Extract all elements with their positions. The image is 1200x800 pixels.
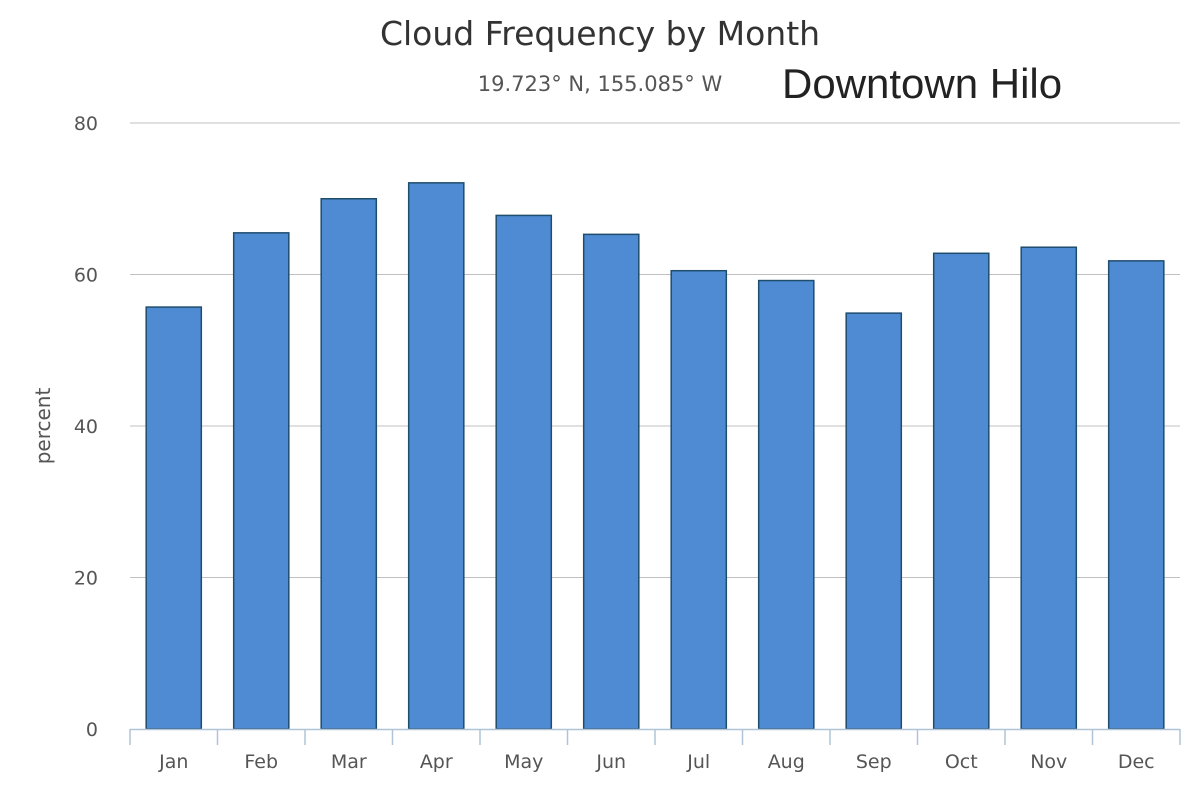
x-tick-label: Feb	[244, 751, 278, 773]
bar-mar	[320, 198, 378, 730]
grid-layer	[130, 122, 1180, 578]
y-tick-label: 20	[74, 568, 98, 590]
x-tick-label: May	[504, 751, 543, 773]
chart-subtitle: 19.723° N, 155.085° W	[477, 72, 723, 96]
bar-layer	[145, 182, 1165, 730]
y-tick-label: 80	[74, 113, 98, 135]
bar-apr	[407, 182, 465, 730]
y-axis-title: percent	[31, 388, 55, 465]
bar-may	[495, 214, 553, 730]
bar-dec	[1107, 260, 1165, 730]
bar-jan	[145, 306, 203, 730]
x-tick-label: Mar	[331, 751, 367, 773]
bar-feb	[232, 232, 290, 730]
x-tick-label: Sep	[856, 751, 892, 773]
bar-aug	[757, 279, 815, 730]
bar-jun	[582, 233, 640, 730]
chart-title: Cloud Frequency by Month	[379, 14, 821, 53]
x-tick-label: Oct	[945, 751, 978, 773]
y-tick-label: 40	[74, 416, 98, 438]
x-tick-label: Aug	[768, 751, 805, 773]
x-tick-label: Jul	[686, 751, 710, 773]
x-tick-label: Nov	[1030, 751, 1067, 773]
bar-oct	[932, 252, 990, 730]
y-tick-label: 60	[74, 265, 98, 287]
bar-sep	[845, 312, 903, 730]
x-tick-label: Jan	[158, 751, 188, 773]
x-tick-label: Apr	[420, 751, 453, 773]
x-tick-label: Dec	[1118, 751, 1155, 773]
location-annotation: Downtown Hilo	[782, 60, 1063, 107]
bar-nov	[1020, 246, 1078, 730]
y-tick-label: 0	[86, 719, 98, 741]
x-tick-label: Jun	[595, 751, 626, 773]
bar-jul	[670, 269, 728, 730]
axis-layer: 0 20 40 60 80 Jan Feb Mar Apr May Jun Jul Aug Sep Oct N…	[74, 113, 1181, 773]
